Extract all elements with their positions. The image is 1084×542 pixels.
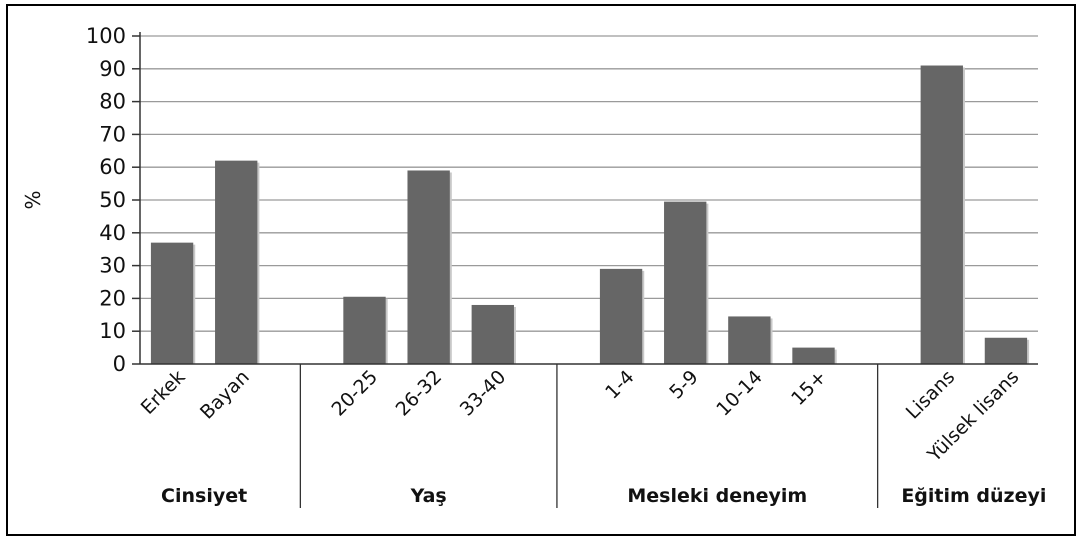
bar-bayan (215, 160, 258, 364)
group-label: Yaş (410, 485, 447, 507)
category-label: 10-14 (712, 366, 767, 421)
axes (132, 32, 1038, 508)
group-label: Mesleki deneyim (627, 485, 807, 507)
category-label: 1-4 (601, 366, 639, 404)
category-label: Lisans (902, 366, 960, 424)
category-label: 26-32 (392, 366, 447, 421)
bar-26-32 (407, 170, 450, 364)
bar-33-40 (471, 304, 514, 364)
category-label: Bayan (196, 366, 254, 424)
category-label: 33-40 (456, 366, 511, 421)
bar-erkek (150, 242, 194, 364)
category-label: Erkek (137, 366, 190, 419)
category-label: 15+ (787, 366, 831, 410)
bar-1-4 (599, 268, 643, 364)
category-label: 20-25 (327, 366, 382, 421)
y-tick-label: 80 (99, 90, 126, 114)
group-label: Eğitim düzeyi (901, 485, 1046, 507)
bar-15- (792, 347, 835, 364)
y-tick-label: 40 (99, 221, 126, 245)
y-tick-label: 100 (86, 24, 126, 48)
bar-y-lsek-lisans (984, 337, 1028, 364)
bar-10-14 (728, 316, 771, 364)
y-tick-label: 90 (99, 57, 126, 81)
y-tick-label: 20 (99, 286, 126, 310)
bar-lisans (920, 65, 963, 365)
group-label: Cinsiyet (161, 485, 247, 507)
y-tick-label: 10 (99, 319, 126, 343)
y-tick-label: 60 (99, 155, 126, 179)
bar-5-9 (664, 201, 707, 364)
y-axis-label: % (21, 190, 45, 209)
bars (150, 65, 1030, 365)
y-tick-label: 70 (99, 122, 126, 146)
category-label: 5-9 (665, 366, 703, 404)
bar-20-25 (343, 296, 386, 364)
y-tick-label: 50 (99, 188, 126, 212)
y-tick-label: 30 (99, 254, 126, 278)
y-tick-label: 0 (113, 352, 126, 376)
gridlines (140, 35, 1038, 332)
